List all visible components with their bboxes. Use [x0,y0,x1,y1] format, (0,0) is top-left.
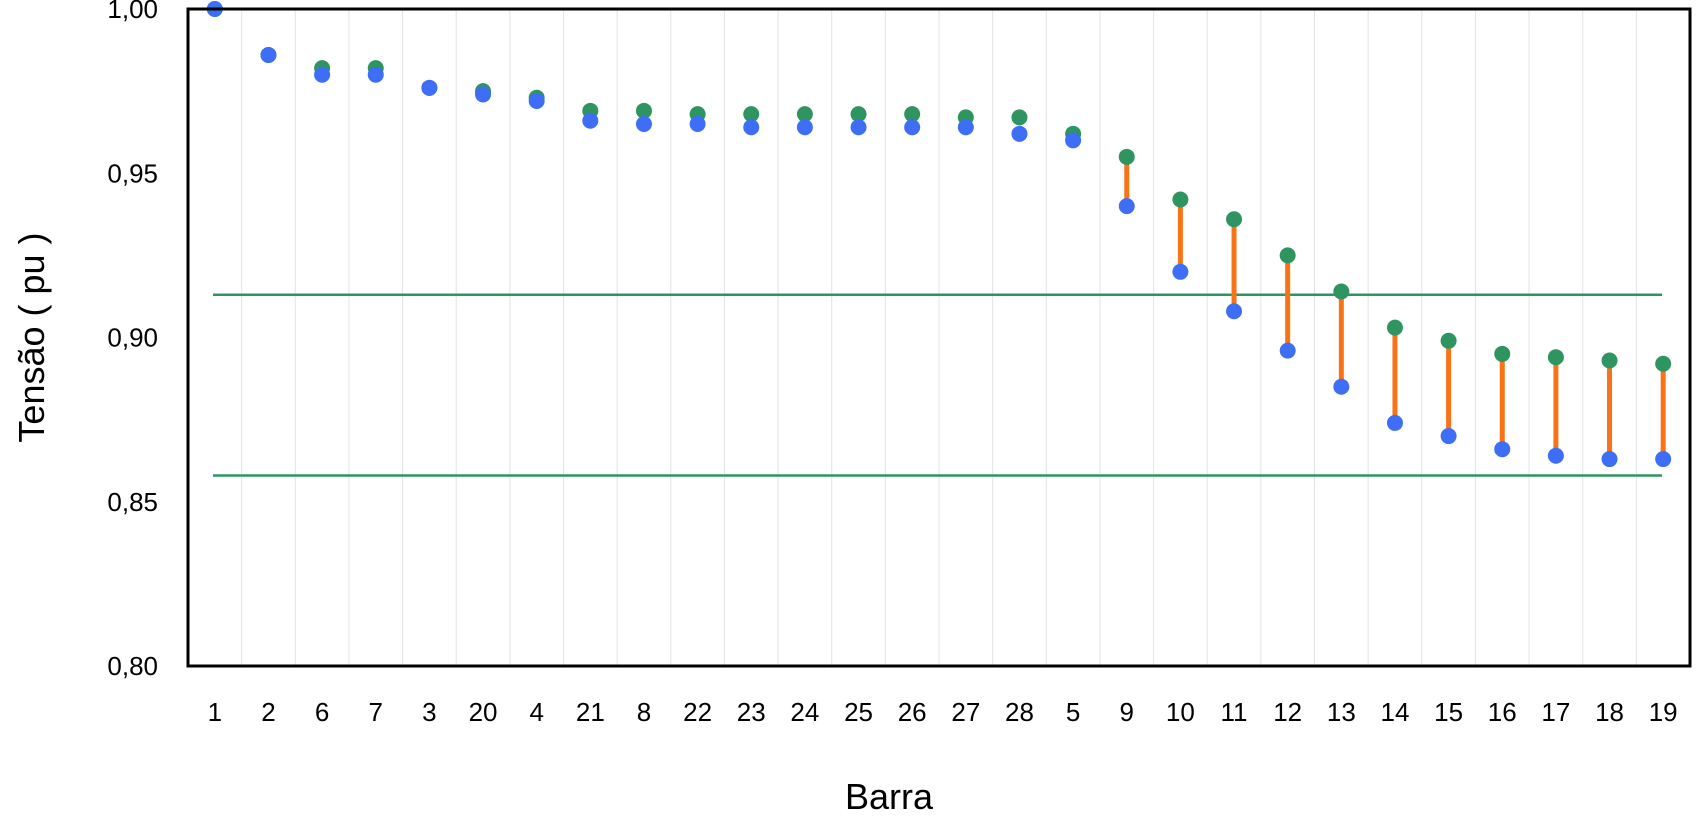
y-tick-label: 0,80 [107,651,158,681]
y-tick-label: 0,85 [107,487,158,517]
series-2-point [421,79,438,96]
series-1-point [635,102,652,119]
difference-bars [1124,156,1666,460]
series-2-point [475,86,492,103]
series-2-point [796,119,813,136]
series-2-point [850,119,867,136]
series-1-point [1547,349,1564,366]
x-tick-label: 16 [1488,697,1517,727]
series-1-point [850,106,867,123]
series-1-point [796,106,813,123]
series-1-point [1386,319,1403,336]
series-2-point [635,115,652,132]
series-1-point [1440,332,1457,349]
x-tick-label: 11 [1221,697,1248,727]
x-tick-label: 6 [315,697,329,727]
vertical-gridlines [241,9,1637,666]
x-tick-label: 18 [1595,697,1624,727]
series-1-point [1601,352,1618,369]
x-tick-label: 13 [1327,697,1356,727]
x-tick-label: 22 [683,697,712,727]
series-2-point [1601,451,1618,468]
y-axis-title: Tensão ( pu ) [11,232,52,442]
series-2-point [1226,303,1243,320]
x-tick-label: 24 [790,697,819,727]
x-tick-label: 23 [737,697,766,727]
series-2-point [689,115,706,132]
series-2-point [1440,428,1457,445]
x-tick-label: 20 [469,697,498,727]
x-tick-label: 26 [898,697,927,727]
series-2-point [260,46,277,63]
x-tick-label: 8 [637,697,651,727]
series-1-point [904,106,921,123]
series-1-point [1279,247,1296,264]
series-2-point [582,112,599,129]
x-tick-label: 5 [1066,697,1080,727]
series-1-point [743,106,760,123]
x-tick-label: 2 [261,697,275,727]
series-2-point [1172,263,1189,280]
x-tick-label: 3 [422,697,436,727]
series-2-point [367,66,384,83]
y-axis-tick-labels: 0,80 0,85 0,90 0,95 1,00 [107,0,158,681]
x-tick-label: 28 [1005,697,1034,727]
series-1-point [1333,283,1350,300]
x-tick-label: 27 [951,697,980,727]
series-1-point [1011,109,1028,126]
series-2-point [1547,447,1564,464]
x-tick-label: 4 [529,697,543,727]
series-2-point [1386,414,1403,431]
series-1-point [1172,191,1189,208]
series-2-point [904,119,921,136]
series-2-point [743,119,760,136]
x-tick-label: 12 [1273,697,1302,727]
reference-lines [213,293,1662,477]
x-tick-label: 9 [1120,697,1134,727]
series-2-point [1118,198,1135,215]
x-tick-label: 25 [844,697,873,727]
x-tick-label: 10 [1166,697,1195,727]
series-2-point [1333,378,1350,395]
y-tick-label: 1,00 [107,0,158,24]
x-tick-label: 17 [1541,697,1570,727]
y-tick-label: 0,90 [107,323,158,353]
plot-area-frame [186,7,1692,668]
x-tick-label: 7 [369,697,383,727]
series-2-point [1279,342,1296,359]
series-2-point [528,92,545,109]
x-tick-label: 19 [1649,697,1678,727]
x-tick-label: 1 [208,697,222,727]
x-tick-label: 21 [576,697,605,727]
series-2-point [1494,441,1511,458]
x-axis-tick-labels: 1 2 6 7 3 20 4 21 8 22 23 24 25 26 27 28 5 9 10 11 12 13 14 15 1… [208,697,1678,727]
series-1-point [1494,345,1511,362]
series-1-point [1655,355,1672,372]
series-2-point [957,119,974,136]
series-2-point [314,66,331,83]
data-points [206,1,1672,468]
x-tick-label: 14 [1381,697,1410,727]
series-2-point [1655,451,1672,468]
series-2-point [1011,125,1028,142]
x-tick-label: 15 [1434,697,1463,727]
series-1-point [1226,211,1243,228]
x-axis-title: Barra [845,776,934,816]
y-tick-label: 0,95 [107,158,158,188]
series-2-point [1065,132,1082,149]
series-1-point [1118,148,1135,165]
